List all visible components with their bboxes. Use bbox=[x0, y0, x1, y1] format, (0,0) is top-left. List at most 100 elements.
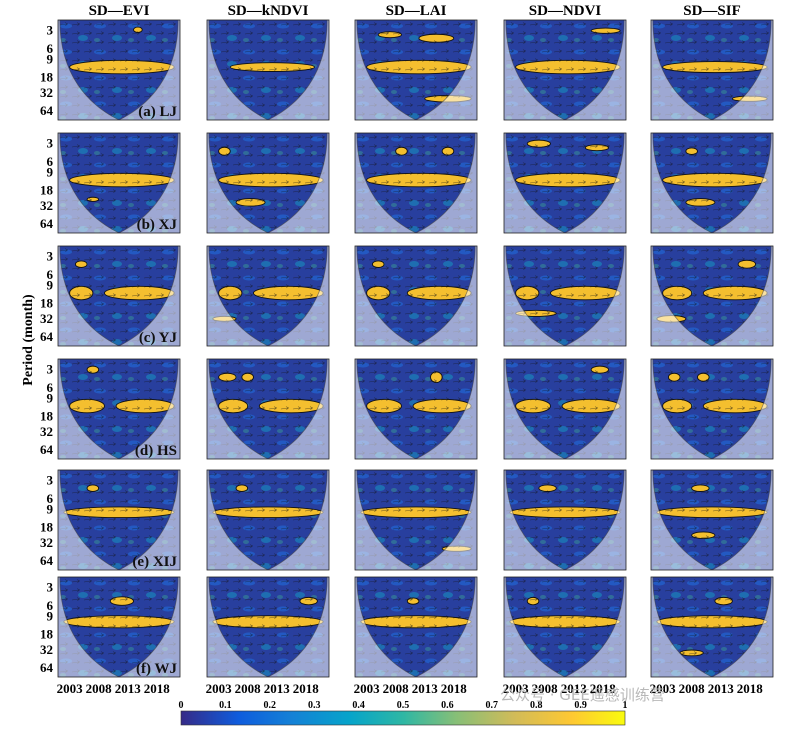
cone-of-influence-edge bbox=[652, 246, 772, 346]
significant-region-arrows bbox=[63, 506, 175, 518]
coherence-panel bbox=[650, 245, 774, 347]
significant-region-arrows bbox=[360, 506, 472, 518]
cone-of-influence bbox=[355, 20, 477, 120]
significant-region-arrows bbox=[69, 173, 175, 187]
cone-of-influence-edge bbox=[356, 470, 476, 570]
significant-region-arrows bbox=[366, 399, 402, 413]
cone-of-influence bbox=[504, 470, 626, 570]
colorbar-tick-label: 0.7 bbox=[486, 700, 499, 711]
cone-of-influence bbox=[58, 20, 180, 120]
significant-region-arrows bbox=[75, 260, 88, 268]
significant-region-arrows bbox=[662, 61, 768, 73]
coherence-panel bbox=[503, 132, 627, 234]
colorbar-tick-label: 0.6 bbox=[441, 700, 454, 711]
significant-region-arrows bbox=[236, 484, 248, 492]
y-tick-label: 32 bbox=[40, 311, 53, 326]
significant-region-arrows bbox=[562, 399, 621, 413]
colorbar-tick-label: 0 bbox=[179, 700, 184, 711]
panel-frame bbox=[57, 132, 181, 234]
coherence-panel bbox=[206, 576, 330, 678]
y-tick-label: 18 bbox=[40, 520, 54, 535]
significant-region-arrows bbox=[703, 286, 768, 300]
y-tick-label: 6 bbox=[47, 41, 54, 56]
coherence-panel bbox=[650, 19, 774, 121]
significant-region-arrows bbox=[87, 197, 99, 202]
y-tick-label: 3 bbox=[47, 249, 54, 264]
significant-region-arrows bbox=[133, 27, 143, 33]
significant-region-arrows bbox=[372, 260, 385, 268]
x-tick-label: 2013 bbox=[115, 681, 142, 696]
coherence-panel: (d) HS bbox=[57, 358, 181, 460]
y-tick-label: 18 bbox=[40, 183, 54, 198]
y-tick-label: 64 bbox=[40, 442, 54, 457]
panel-frame bbox=[650, 19, 774, 121]
x-tick-label: 2003 bbox=[650, 681, 677, 696]
significant-region-arrows bbox=[738, 260, 756, 269]
panel-frame bbox=[503, 19, 627, 121]
colorbar-tick-label: 0.3 bbox=[308, 700, 321, 711]
x-tick-label: 2018 bbox=[590, 681, 617, 696]
x-tick-label: 2003 bbox=[354, 681, 381, 696]
coherence-panel bbox=[354, 469, 478, 571]
y-tick-label: 3 bbox=[47, 580, 54, 595]
significant-region-arrows bbox=[218, 286, 242, 300]
significant-region-arrows bbox=[104, 286, 175, 300]
significant-region-arrows bbox=[69, 399, 105, 413]
y-tick-label: 6 bbox=[47, 598, 54, 613]
cone-of-influence bbox=[58, 133, 180, 233]
panel-frame bbox=[57, 19, 181, 121]
significant-region-arrows bbox=[685, 198, 715, 207]
cone-of-influence bbox=[355, 359, 477, 459]
coherence-panel: (f) WJ bbox=[57, 576, 181, 678]
cone-of-influence bbox=[207, 246, 329, 346]
colorbar-tick-label: 0.9 bbox=[574, 700, 587, 711]
cone-of-influence-edge bbox=[505, 577, 625, 677]
row-label: (c) YJ bbox=[139, 330, 178, 346]
cone-of-influence bbox=[58, 470, 180, 570]
y-tick-label: 9 bbox=[47, 52, 54, 67]
significant-region-arrows bbox=[69, 286, 93, 300]
colorbar-gradient bbox=[180, 710, 626, 726]
column-title: SD—SIF bbox=[683, 3, 741, 19]
significant-region-arrows bbox=[430, 371, 443, 383]
y-tick-label: 18 bbox=[40, 296, 54, 311]
significant-region-arrows bbox=[662, 399, 692, 413]
panel-frame bbox=[57, 245, 181, 347]
significant-region-arrows bbox=[662, 173, 768, 187]
cone-of-influence-edge bbox=[59, 359, 179, 459]
significant-region-arrows bbox=[509, 506, 621, 518]
row-label: (b) XJ bbox=[137, 217, 178, 233]
row-label: (d) HS bbox=[135, 443, 177, 459]
significant-region-arrows bbox=[691, 531, 715, 539]
cone-of-influence-edge bbox=[356, 577, 476, 677]
significant-region-arrows bbox=[87, 484, 99, 492]
column-title: SD—EVI bbox=[89, 3, 150, 19]
y-tick-label: 32 bbox=[40, 85, 53, 100]
panel-frame bbox=[57, 576, 181, 678]
x-tick-label: 2018 bbox=[293, 681, 320, 696]
significant-region-arrows bbox=[110, 596, 134, 606]
watermark-text: 公众号 · GEE遥感训练营 bbox=[500, 686, 665, 704]
significant-region-arrows bbox=[527, 597, 539, 605]
coherence-panel bbox=[354, 19, 478, 121]
x-tick-label: 2003 bbox=[57, 681, 84, 696]
significant-region-arrows bbox=[230, 62, 315, 72]
significant-region-arrows bbox=[662, 286, 692, 300]
y-tick-label: 64 bbox=[40, 553, 54, 568]
panel-frame bbox=[57, 358, 181, 460]
colorbar-tick-label: 0.4 bbox=[352, 700, 365, 711]
cone-of-influence-edge bbox=[59, 246, 179, 346]
significant-region-arrows bbox=[691, 484, 710, 492]
cone-of-influence bbox=[207, 133, 329, 233]
panel-frame bbox=[650, 358, 774, 460]
significant-region-arrows bbox=[591, 28, 621, 34]
panel-frame bbox=[650, 132, 774, 234]
y-tick-label: 9 bbox=[47, 391, 54, 406]
colorbar-tick-label: 0.2 bbox=[264, 700, 277, 711]
cone-of-influence-edge bbox=[208, 133, 328, 233]
y-tick-label: 6 bbox=[47, 154, 54, 169]
y-tick-label: 6 bbox=[47, 267, 54, 282]
significant-region-arrows bbox=[585, 144, 609, 151]
panel-frame bbox=[354, 245, 478, 347]
